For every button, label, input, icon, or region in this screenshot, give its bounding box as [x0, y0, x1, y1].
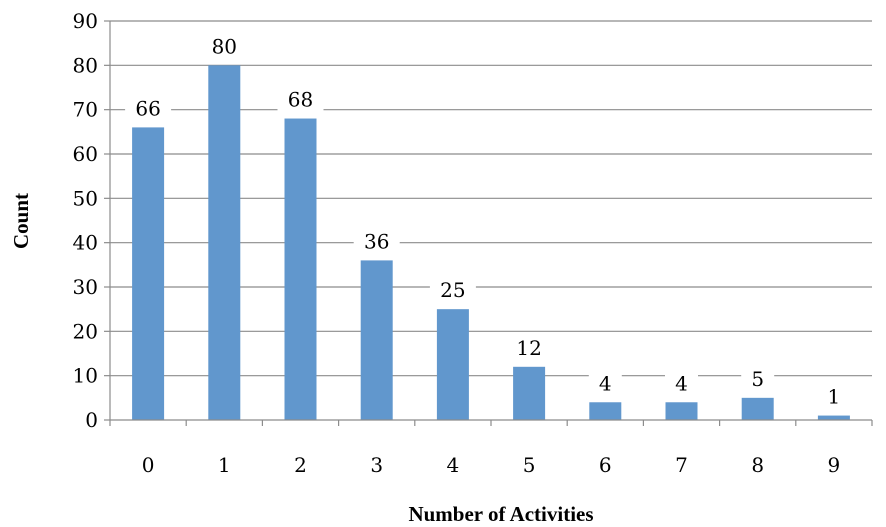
x-tick-labels: 0 1 2 3 4 5 6 7 8 9	[142, 453, 841, 477]
bar-6	[589, 402, 622, 420]
x-tick-label: 4	[447, 453, 460, 477]
y-tick-label: 80	[73, 53, 98, 77]
data-label-background	[665, 371, 698, 398]
y-tick-label: 50	[73, 186, 98, 210]
bar-1	[208, 65, 241, 420]
y-tick-label: 30	[73, 275, 98, 299]
data-label: 5	[751, 367, 764, 391]
data-label-background	[125, 96, 172, 123]
x-tick-label: 0	[142, 453, 155, 477]
y-tick-label: 0	[85, 408, 98, 432]
x-tick-label: 8	[751, 453, 764, 477]
x-tick-label: 6	[599, 453, 612, 477]
x-tick-label: 3	[370, 453, 383, 477]
data-label: 66	[135, 96, 160, 120]
y-tick-label: 90	[73, 9, 98, 33]
data-labels: 66 80 68 36 25 12 4 4 5 1	[125, 34, 851, 411]
data-label-background	[741, 366, 775, 393]
data-label: 68	[288, 88, 313, 112]
x-tick-label: 5	[523, 453, 536, 477]
data-label-background	[277, 87, 324, 114]
bar-3	[360, 260, 393, 420]
data-label: 36	[364, 229, 389, 253]
bars	[132, 65, 850, 421]
data-label-background	[201, 34, 248, 61]
bar-4	[436, 309, 469, 420]
bar-7	[665, 402, 698, 420]
axes	[104, 20, 873, 426]
data-label: 12	[516, 336, 541, 360]
data-label: 4	[675, 371, 688, 395]
y-tick-label: 70	[73, 98, 98, 122]
bar-9	[817, 415, 850, 420]
data-label: 4	[599, 371, 612, 395]
bar-2	[284, 118, 317, 421]
data-label: 25	[440, 278, 465, 302]
y-tick-label: 20	[73, 319, 98, 343]
x-tick-label: 9	[828, 453, 841, 477]
data-label-background	[506, 335, 553, 362]
x-tick-label: 1	[218, 453, 231, 477]
y-tick-label: 10	[73, 364, 98, 388]
data-label-background	[353, 229, 400, 256]
y-tick-label: 40	[73, 231, 98, 255]
x-axis-title: Number of Activities	[408, 502, 593, 526]
bar-5	[513, 366, 546, 420]
data-label-background	[429, 278, 476, 305]
bar-0	[132, 127, 165, 421]
data-label: 1	[828, 385, 841, 409]
data-label-background	[817, 384, 851, 411]
x-tick-label: 7	[675, 453, 688, 477]
y-axis-title: Count	[9, 193, 33, 249]
x-tick-label: 2	[294, 453, 307, 477]
bar-8	[741, 397, 774, 420]
y-tick-label: 60	[73, 142, 98, 166]
data-label: 80	[212, 34, 237, 58]
data-label-background	[588, 371, 622, 398]
y-tick-labels: 0 10 20 30 40 50 60 70 80 90	[73, 9, 98, 432]
